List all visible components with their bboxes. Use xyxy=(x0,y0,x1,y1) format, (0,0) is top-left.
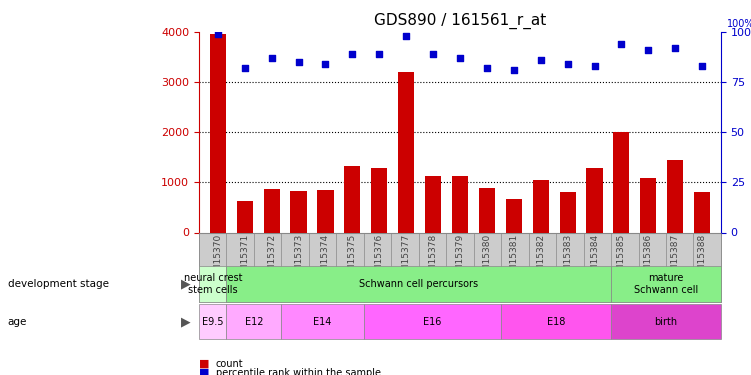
Text: age: age xyxy=(8,316,27,327)
Point xyxy=(481,65,493,71)
Text: E14: E14 xyxy=(313,316,332,327)
Bar xyxy=(237,201,253,232)
Point xyxy=(293,59,305,65)
Bar xyxy=(318,190,333,232)
Point xyxy=(346,51,358,57)
Bar xyxy=(210,34,226,232)
Point xyxy=(454,55,466,61)
Point xyxy=(319,61,331,67)
Point xyxy=(427,51,439,57)
Bar xyxy=(667,160,683,232)
Point xyxy=(669,45,681,51)
Point xyxy=(642,47,654,53)
Bar xyxy=(559,192,576,232)
Bar xyxy=(291,191,306,232)
Bar xyxy=(344,166,360,232)
Point xyxy=(266,55,278,61)
Text: percentile rank within the sample: percentile rank within the sample xyxy=(216,368,381,375)
Bar xyxy=(505,200,522,232)
Text: 100%: 100% xyxy=(727,19,751,29)
Bar xyxy=(641,178,656,232)
Text: E16: E16 xyxy=(424,316,442,327)
Text: E18: E18 xyxy=(547,316,566,327)
Title: GDS890 / 161561_r_at: GDS890 / 161561_r_at xyxy=(374,13,546,29)
Bar xyxy=(425,176,441,232)
Text: neural crest
stem cells: neural crest stem cells xyxy=(183,273,242,295)
Text: Schwann cell percursors: Schwann cell percursors xyxy=(359,279,478,289)
Point xyxy=(589,63,601,69)
Bar xyxy=(398,72,415,232)
Bar xyxy=(371,168,388,232)
Text: ▶: ▶ xyxy=(181,278,190,291)
Text: E9.5: E9.5 xyxy=(202,316,224,327)
Text: birth: birth xyxy=(654,316,677,327)
Text: E12: E12 xyxy=(245,316,263,327)
Bar xyxy=(694,192,710,232)
Bar xyxy=(264,189,279,232)
Bar xyxy=(479,188,495,232)
Point xyxy=(508,67,520,73)
Point xyxy=(239,65,251,71)
Bar xyxy=(532,180,549,232)
Point xyxy=(212,31,224,37)
Point xyxy=(535,57,547,63)
Text: development stage: development stage xyxy=(8,279,108,289)
Bar xyxy=(452,176,468,232)
Text: ■: ■ xyxy=(199,368,210,375)
Text: ▶: ▶ xyxy=(181,315,190,328)
Bar xyxy=(587,168,602,232)
Point xyxy=(562,61,574,67)
Text: mature
Schwann cell: mature Schwann cell xyxy=(634,273,698,295)
Bar xyxy=(614,132,629,232)
Text: count: count xyxy=(216,359,243,369)
Text: ■: ■ xyxy=(199,359,210,369)
Point xyxy=(696,63,708,69)
Point xyxy=(400,33,412,39)
Point xyxy=(373,51,385,57)
Point xyxy=(615,41,627,47)
